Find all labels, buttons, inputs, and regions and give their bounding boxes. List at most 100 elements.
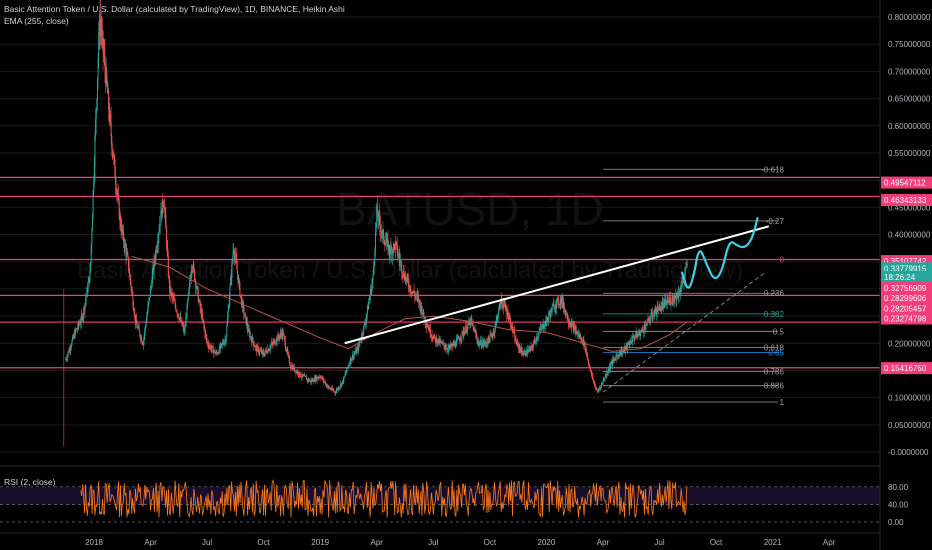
candle-body — [580, 337, 582, 340]
candle-body — [168, 275, 170, 280]
candle-body — [81, 315, 83, 317]
candle-body — [184, 326, 186, 331]
candle-body — [155, 249, 157, 259]
candle-body — [577, 331, 579, 336]
candle-body — [274, 340, 276, 345]
candle-body — [557, 298, 559, 299]
candle-body — [166, 246, 168, 249]
candle-body — [167, 248, 169, 257]
candle-body — [149, 297, 151, 298]
candle-body — [97, 59, 99, 79]
time-axis[interactable]: 2018 Apr Jul Oct 2019 Apr Jul Oct 2020 Apr Jul Oct 2… — [0, 532, 880, 547]
candle-body — [420, 305, 422, 310]
candle-body — [169, 286, 171, 292]
candle-body — [565, 310, 567, 315]
candle-body — [68, 351, 70, 353]
candle-body — [669, 298, 671, 304]
candle-body — [124, 242, 126, 248]
candle-body — [201, 313, 203, 318]
candle-body — [269, 346, 271, 350]
candle-body — [607, 372, 609, 374]
candle-body — [649, 318, 651, 321]
candle-body — [156, 246, 158, 251]
candle-body — [339, 386, 341, 388]
candle-body — [357, 347, 359, 351]
candle-body — [253, 345, 255, 347]
candle-body — [580, 336, 582, 340]
candle-body — [204, 329, 206, 336]
candle-body — [491, 334, 493, 336]
candle-body — [161, 210, 163, 219]
price-badge-label: 0.46343133 — [884, 196, 927, 205]
candle-body — [139, 330, 141, 336]
fib-level-label: 0.886 — [764, 382, 785, 391]
candle-body — [560, 297, 562, 305]
candle-body — [172, 294, 174, 298]
candle-body — [253, 342, 255, 346]
candle-body — [165, 229, 167, 247]
candle-body — [306, 378, 308, 381]
candle-body — [152, 267, 154, 275]
candle-body — [579, 334, 581, 339]
candle-body — [257, 346, 259, 348]
candle-body — [300, 376, 302, 378]
candle-body — [105, 68, 107, 84]
candle-body — [118, 195, 120, 201]
candle-body — [248, 329, 250, 333]
candle-body — [562, 299, 564, 304]
candle-body — [539, 330, 541, 332]
candle-body — [161, 199, 163, 219]
candle-body — [433, 334, 435, 338]
candle-body — [169, 279, 171, 292]
candle-body — [208, 346, 210, 348]
candle-body — [381, 230, 383, 234]
candle-body — [347, 367, 349, 368]
candle-body — [658, 310, 660, 312]
candle-body — [141, 342, 143, 344]
candle-body — [185, 318, 187, 327]
candle-body — [162, 199, 164, 208]
candle-body — [365, 318, 367, 324]
candle-body — [290, 367, 292, 369]
candle-body — [230, 277, 232, 287]
candle-body — [258, 352, 260, 354]
candle-body — [632, 335, 634, 337]
candle-body — [409, 286, 411, 290]
candle-body — [440, 341, 442, 344]
candle-body — [346, 367, 348, 372]
y-tick-label: 0.65000000 — [888, 95, 931, 104]
candle-body — [430, 335, 432, 337]
candle-body — [179, 318, 181, 320]
candle-body — [249, 336, 251, 338]
candle-body — [77, 327, 79, 329]
candle-body — [629, 344, 631, 346]
candle-body — [545, 321, 547, 325]
candle-body — [298, 374, 300, 376]
candle-body — [104, 55, 106, 69]
candle-body — [223, 341, 225, 345]
candle-body — [170, 286, 172, 295]
candle-body — [681, 284, 683, 287]
candle-body — [450, 344, 452, 347]
candle-body — [272, 341, 274, 344]
candle-body — [515, 338, 517, 344]
candle-body — [486, 343, 488, 345]
candle-body — [332, 389, 334, 391]
candle-body — [600, 387, 602, 388]
price-badge — [881, 176, 932, 189]
candle-body — [96, 78, 98, 100]
candle-body — [462, 331, 464, 333]
candle-body — [514, 338, 516, 341]
candle-body — [519, 349, 521, 353]
candle-body — [426, 326, 428, 327]
candle-body — [671, 296, 673, 303]
candle-body — [644, 325, 646, 327]
candle-body — [422, 309, 424, 314]
drawings[interactable] — [344, 217, 770, 393]
candle-body — [287, 353, 289, 356]
candle-body — [154, 259, 156, 261]
candle-body — [76, 328, 78, 330]
candle-body — [388, 244, 390, 252]
